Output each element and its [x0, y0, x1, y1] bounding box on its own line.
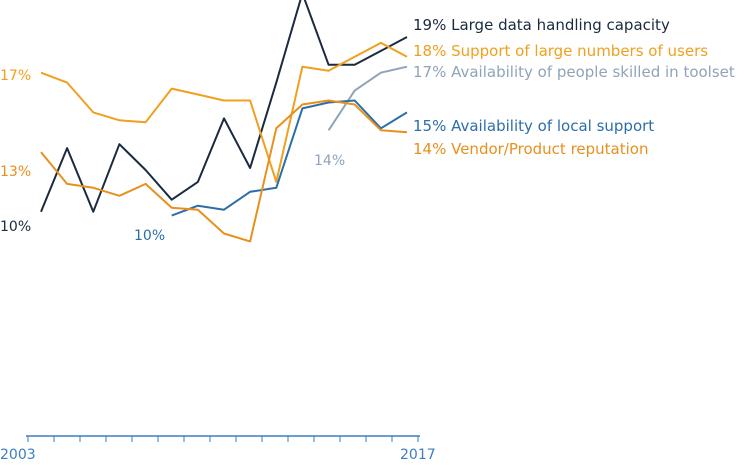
end-label-skilled-people: 17% Availability of people skilled in to…	[413, 63, 735, 81]
start-label-vendor-reputation: 13%	[0, 164, 31, 180]
series-line-0	[40, 0, 408, 213]
start-label-large-data: 10%	[0, 219, 31, 235]
series-line-3	[171, 99, 408, 217]
series-lines	[40, 0, 408, 243]
start-label-skilled-people: 14%	[314, 153, 345, 169]
end-label-large-users: 18% Support of large numbers of users	[413, 42, 708, 60]
end-label-local-support: 15% Availability of local support	[413, 117, 654, 135]
series-line-4	[40, 99, 408, 243]
start-label-local-support: 10%	[134, 228, 165, 244]
series-line-2	[327, 65, 408, 131]
start-label-large-users: 17%	[0, 68, 31, 84]
series-end-labels: 19% Large data handling capacity 18% Sup…	[413, 16, 735, 158]
series-line-1	[40, 41, 408, 183]
x-axis-end-label: 2017	[400, 447, 436, 463]
x-axis-ticks	[27, 436, 419, 442]
end-label-large-data: 19% Large data handling capacity	[413, 16, 670, 34]
series-start-labels: 10% 17% 14% 10% 13%	[0, 68, 345, 244]
end-label-vendor-reputation: 14% Vendor/Product reputation	[413, 140, 648, 158]
x-axis-start-label: 2003	[0, 447, 36, 463]
